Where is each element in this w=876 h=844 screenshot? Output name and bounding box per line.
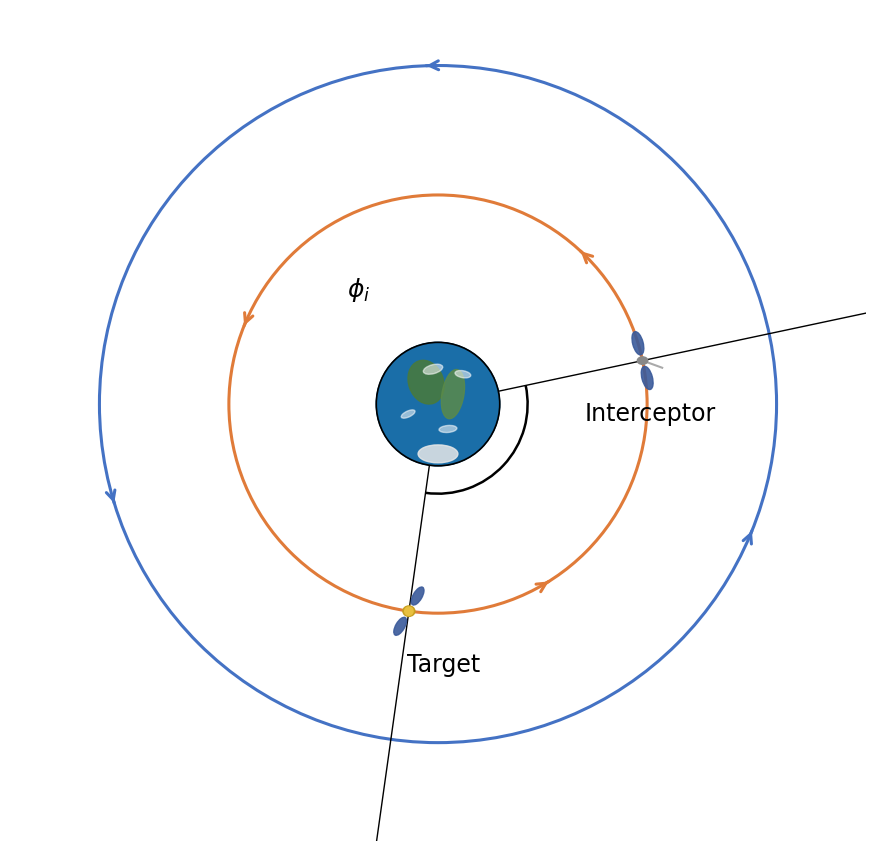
Ellipse shape <box>439 425 457 432</box>
Ellipse shape <box>405 607 413 615</box>
Ellipse shape <box>442 370 464 419</box>
Ellipse shape <box>394 617 406 636</box>
Ellipse shape <box>411 587 424 605</box>
Ellipse shape <box>401 410 415 418</box>
Ellipse shape <box>403 606 415 616</box>
Text: $\phi_i$: $\phi_i$ <box>347 276 370 305</box>
Ellipse shape <box>408 360 444 404</box>
Circle shape <box>377 343 499 466</box>
Ellipse shape <box>423 365 442 374</box>
Ellipse shape <box>638 357 647 365</box>
Ellipse shape <box>455 371 470 378</box>
Text: Target: Target <box>407 653 480 677</box>
Ellipse shape <box>632 332 644 355</box>
Ellipse shape <box>641 366 653 390</box>
Text: Interceptor: Interceptor <box>585 403 717 426</box>
Ellipse shape <box>418 445 458 463</box>
